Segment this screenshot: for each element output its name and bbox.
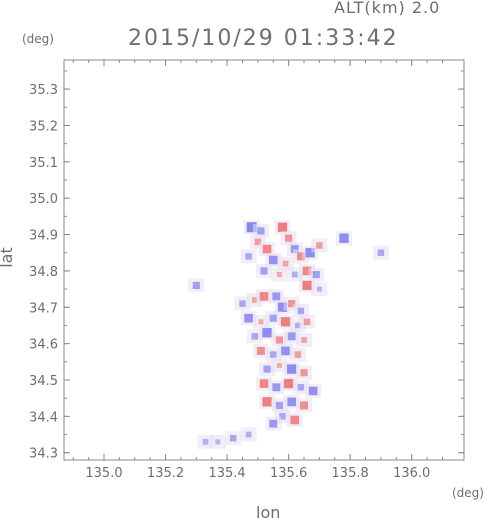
data-cell xyxy=(272,383,281,392)
data-cell xyxy=(251,333,259,340)
data-cell xyxy=(251,297,258,303)
data-cell xyxy=(303,318,311,326)
y-tick-label: 34.3 xyxy=(29,447,58,462)
data-cell xyxy=(259,379,269,388)
y-tick-label: 35.0 xyxy=(29,192,58,207)
data-cell xyxy=(263,365,271,373)
y-tick-label: 34.9 xyxy=(29,229,58,244)
data-cell xyxy=(302,280,312,291)
data-cell xyxy=(312,270,320,279)
data-cell xyxy=(300,401,308,410)
data-cell xyxy=(279,413,286,420)
y-tick-label: 34.5 xyxy=(29,374,58,389)
y-axis-unit: (deg) xyxy=(22,32,54,46)
y-tick-label: 34.8 xyxy=(29,265,58,280)
data-cell xyxy=(288,300,296,308)
x-tick-label: 135.8 xyxy=(332,466,369,481)
data-cell xyxy=(277,222,288,232)
data-cell xyxy=(257,227,265,235)
y-tick-label: 34.4 xyxy=(29,410,58,425)
data-cell xyxy=(229,434,237,442)
data-cell xyxy=(294,322,301,329)
data-cell xyxy=(254,238,262,246)
data-cell xyxy=(275,401,283,410)
y-axis-label: lat xyxy=(0,247,16,268)
data-cell xyxy=(339,233,349,243)
plot-frame xyxy=(63,59,465,461)
data-cell xyxy=(305,248,315,258)
data-cell xyxy=(269,419,278,428)
data-cell xyxy=(256,346,265,355)
x-tick-label: 135.2 xyxy=(147,466,184,481)
x-tick-label: 135.0 xyxy=(85,466,122,481)
y-tick-label: 34.6 xyxy=(29,338,58,353)
altitude-label: ALT(km) 2.0 xyxy=(334,0,441,17)
data-cell xyxy=(287,397,296,407)
data-cell xyxy=(308,386,318,396)
data-cell xyxy=(244,313,253,323)
data-cell xyxy=(269,314,277,322)
x-axis-label: lon xyxy=(256,503,281,522)
data-cell xyxy=(269,351,277,358)
data-cell xyxy=(302,266,312,276)
data-cell xyxy=(300,369,308,377)
data-cell xyxy=(245,253,252,260)
data-cell xyxy=(276,271,282,278)
y-tick-label: 34.7 xyxy=(29,301,58,316)
y-tick-label: 35.2 xyxy=(29,119,58,134)
data-cells xyxy=(188,220,389,449)
data-cell xyxy=(262,244,272,254)
axis-ticks: 135.0 135.2 135.4 135.6 135.8 136.0 34.3 34.4 34… xyxy=(29,60,464,481)
data-cell xyxy=(297,384,305,391)
data-cell xyxy=(290,415,300,425)
data-cell xyxy=(281,346,290,356)
data-cell xyxy=(294,351,302,358)
data-cell xyxy=(316,286,322,292)
data-cell xyxy=(246,222,257,233)
data-cell xyxy=(291,271,298,278)
data-cell xyxy=(301,337,307,343)
data-cell xyxy=(283,378,294,389)
data-cell xyxy=(297,307,305,315)
timestamp-title: 2015/10/29 01:33:42 xyxy=(128,26,399,51)
x-axis-unit: (deg) xyxy=(452,486,484,500)
data-cell xyxy=(275,336,283,344)
data-cell xyxy=(282,260,289,267)
data-cell xyxy=(268,255,278,265)
x-tick-label: 135.4 xyxy=(208,466,245,481)
data-cell xyxy=(290,245,299,254)
data-cell xyxy=(259,292,269,301)
data-cell xyxy=(192,281,200,290)
data-cell xyxy=(287,332,296,341)
data-cell xyxy=(280,317,291,327)
data-cell xyxy=(277,302,288,312)
data-cell xyxy=(285,234,293,242)
y-tick-label: 35.3 xyxy=(29,83,58,98)
y-tick-label: 35.1 xyxy=(29,156,58,171)
data-cell xyxy=(272,292,281,301)
data-cell xyxy=(287,364,297,374)
data-cell xyxy=(296,252,305,261)
data-cell xyxy=(262,397,272,407)
data-cell xyxy=(202,438,209,445)
data-cell xyxy=(260,267,268,275)
data-cell xyxy=(262,328,272,338)
data-cell xyxy=(316,242,323,249)
data-cell xyxy=(239,300,246,307)
data-cell xyxy=(258,319,264,325)
x-tick-label: 135.6 xyxy=(270,466,307,481)
data-cell xyxy=(377,249,385,256)
data-cell xyxy=(245,431,252,438)
data-cell xyxy=(215,439,221,445)
x-tick-label: 136.0 xyxy=(393,466,430,481)
data-cell xyxy=(276,362,282,369)
